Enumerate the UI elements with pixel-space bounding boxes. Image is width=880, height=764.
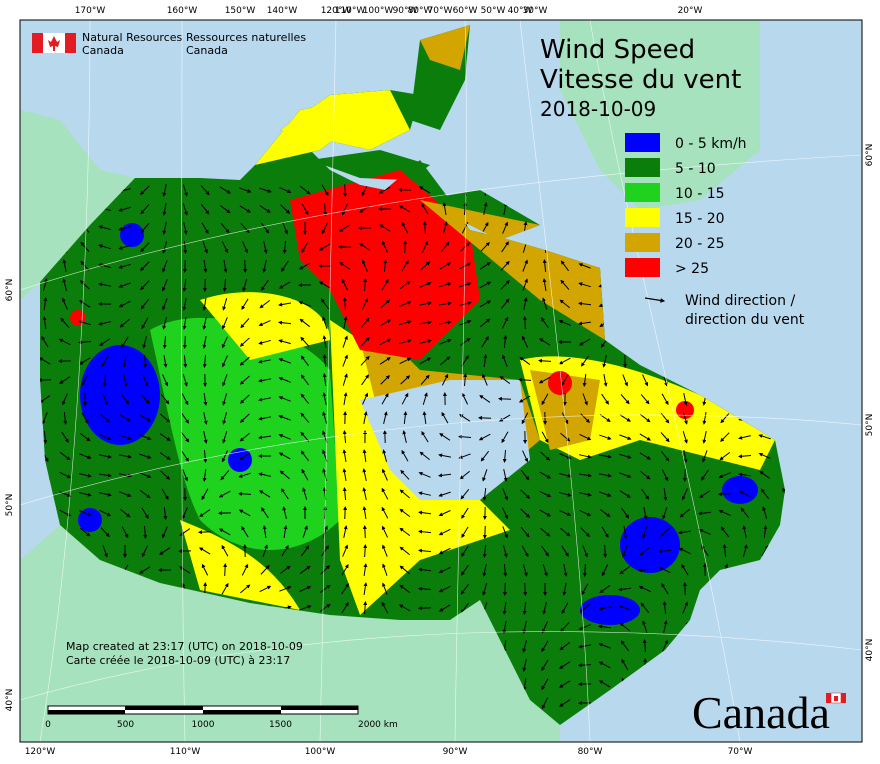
map-date: 2018-10-09 bbox=[540, 97, 656, 121]
wind-arrow bbox=[605, 545, 606, 557]
graticule-label: 40°N bbox=[5, 689, 15, 712]
wind-arrow bbox=[425, 222, 426, 234]
graticule-label: 160°W bbox=[167, 6, 198, 16]
graticule-label: 100°W bbox=[363, 6, 394, 16]
org-fr: Canada bbox=[186, 44, 228, 57]
credit-en: Map created at 23:17 (UTC) on 2018-10-09 bbox=[66, 640, 303, 653]
zone bbox=[620, 517, 680, 573]
graticule-label: 30°W bbox=[523, 6, 548, 16]
graticule-label: 40°N bbox=[865, 639, 875, 662]
wind-arrow bbox=[245, 260, 246, 272]
legend-label: > 25 bbox=[675, 261, 709, 277]
title-fr: Vitesse du vent bbox=[540, 65, 741, 95]
graticule-label: 110°W bbox=[335, 6, 366, 16]
wind-arrow bbox=[185, 336, 186, 348]
graticule-label: 90°W bbox=[443, 747, 468, 757]
legend-swatch bbox=[625, 183, 660, 202]
zone bbox=[722, 476, 758, 504]
legend-swatch bbox=[625, 233, 660, 252]
wind-arrow bbox=[405, 241, 406, 253]
map-frame bbox=[20, 20, 862, 742]
wordmark: Canada bbox=[692, 687, 830, 738]
graticule-label: 50°N bbox=[5, 494, 15, 517]
legend-label: 5 - 10 bbox=[675, 161, 716, 177]
direction-label: direction du vent bbox=[685, 312, 805, 328]
wind-arrow bbox=[185, 488, 186, 500]
graticule-label: 60°N bbox=[865, 144, 875, 167]
graticule-label: 60°W bbox=[453, 6, 478, 16]
graticule-label: 100°W bbox=[305, 747, 336, 757]
org-fr: Ressources naturelles bbox=[186, 31, 306, 44]
flag bbox=[32, 33, 76, 53]
scale-label: 0 bbox=[45, 720, 51, 730]
wind-arrow bbox=[199, 532, 211, 533]
zone bbox=[80, 345, 160, 445]
legend-swatch bbox=[625, 133, 660, 152]
graticule-label: 110°W bbox=[170, 747, 201, 757]
graticule-label: 120°W bbox=[25, 747, 56, 757]
wordmark-flag bbox=[826, 693, 846, 703]
wind-arrow bbox=[525, 317, 526, 329]
legend-label: 0 - 5 km/h bbox=[675, 136, 747, 152]
scale-label: 500 bbox=[117, 720, 134, 730]
wind-arrow bbox=[485, 526, 486, 538]
zone bbox=[70, 310, 86, 326]
graticule-label: 170°W bbox=[75, 6, 106, 16]
direction-label: Wind direction / bbox=[685, 293, 795, 309]
wind-arrow bbox=[225, 564, 226, 576]
wind-arrow bbox=[239, 494, 251, 495]
org-en: Natural Resources bbox=[82, 31, 183, 44]
wind-arrow bbox=[185, 260, 186, 272]
zone bbox=[580, 595, 640, 625]
zone bbox=[120, 223, 144, 247]
scale-label: 2000 km bbox=[358, 720, 398, 730]
legend-label: 15 - 20 bbox=[675, 211, 725, 227]
graticule-label: 50°N bbox=[865, 414, 875, 437]
title-en: Wind Speed bbox=[540, 35, 695, 65]
graticule-label: 150°W bbox=[225, 6, 256, 16]
org-en: Canada bbox=[82, 44, 124, 57]
legend-swatch bbox=[625, 158, 660, 177]
wind-arrow bbox=[685, 469, 686, 481]
scale-label: 1000 bbox=[192, 720, 215, 730]
graticule-label: 20°W bbox=[678, 6, 703, 16]
scale-label: 1500 bbox=[269, 720, 292, 730]
graticule-label: 140°W bbox=[267, 6, 298, 16]
wind-arrow bbox=[145, 355, 146, 367]
legend-swatch bbox=[625, 208, 660, 227]
credit-fr: Carte créée le 2018-10-09 (UTC) à 23:17 bbox=[66, 654, 290, 667]
wind-arrow bbox=[365, 526, 366, 538]
legend-label: 10 - 15 bbox=[675, 186, 725, 202]
graticule-label: 80°W bbox=[578, 747, 603, 757]
wind-arrow bbox=[399, 190, 411, 191]
graticule-label: 50°W bbox=[481, 6, 506, 16]
wind-arrow bbox=[345, 184, 346, 196]
legend-label: 20 - 25 bbox=[675, 236, 725, 252]
wind-arrow bbox=[499, 399, 511, 400]
graticule-label: 70°W bbox=[728, 747, 753, 757]
legend-swatch bbox=[625, 258, 660, 277]
graticule-label: 70°W bbox=[428, 6, 453, 16]
zone bbox=[548, 371, 572, 395]
graticule-label: 60°N bbox=[5, 279, 15, 302]
